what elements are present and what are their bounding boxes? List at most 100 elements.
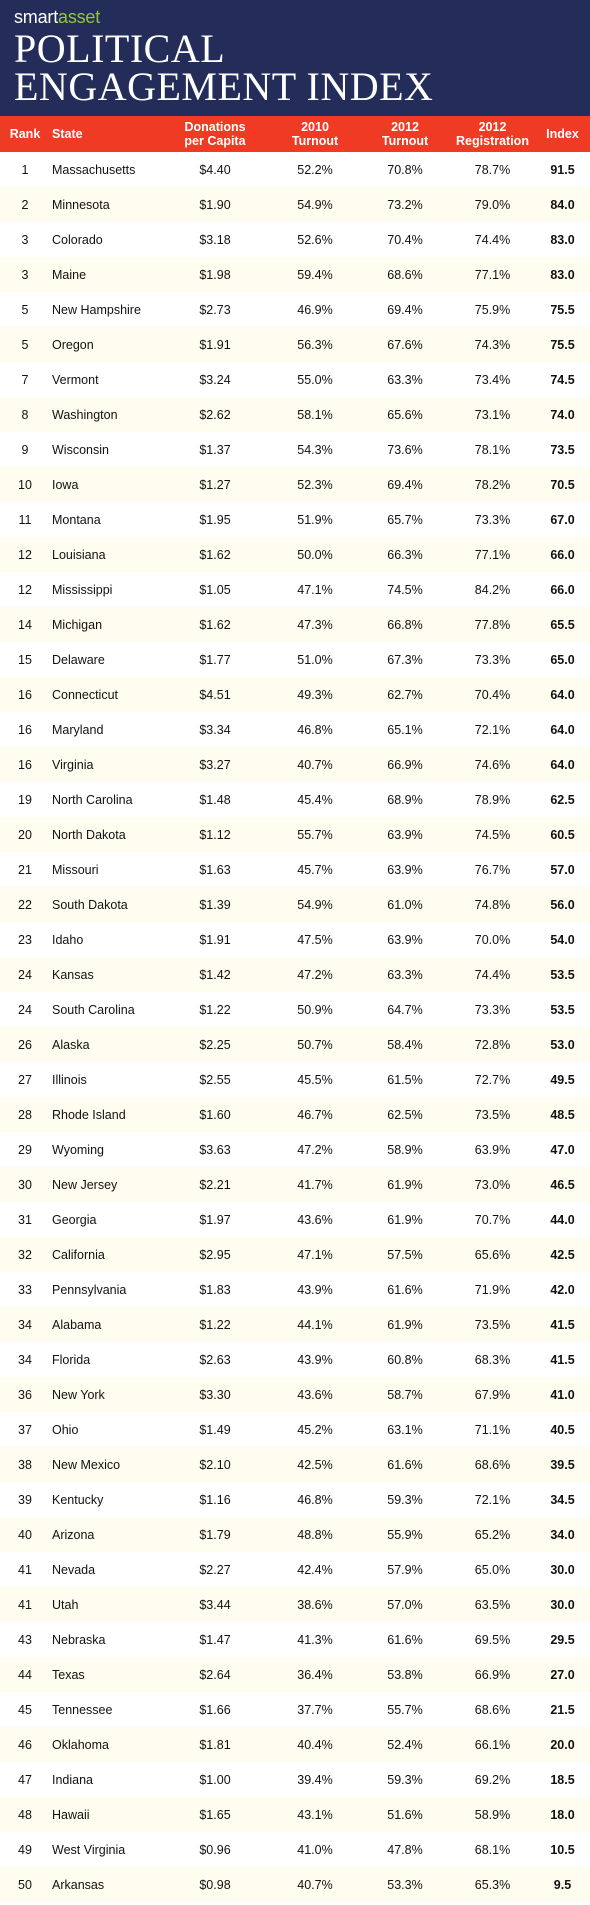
cell-rank: 16 — [18, 687, 32, 702]
cell-turnout-2010: 51.9% — [297, 512, 333, 527]
table-row: 31 Georgia $1.97 43.6% 61.9% 70.7% 44.0 — [0, 1202, 590, 1237]
cell-turnout-2010: 50.7% — [297, 1037, 333, 1052]
cell-rank: 3 — [21, 267, 29, 282]
cell-donations: $1.83 — [199, 1282, 231, 1297]
cell-turnout-2010: 43.6% — [297, 1387, 333, 1402]
cell-index: 60.5 — [550, 827, 575, 842]
column-header-rank: Rank — [0, 127, 50, 141]
cell-donations: $3.63 — [199, 1142, 231, 1157]
cell-turnout-2010: 43.9% — [297, 1282, 333, 1297]
table-row: 2 Minnesota $1.90 54.9% 73.2% 79.0% 84.0 — [0, 187, 590, 222]
cell-state: Minnesota — [52, 197, 110, 212]
cell-turnout-2010: 46.9% — [297, 302, 333, 317]
cell-registration-2012: 77.1% — [474, 267, 511, 282]
cell-rank: 33 — [18, 1282, 32, 1297]
column-header-line2: per Capita — [184, 134, 246, 148]
cell-state: South Dakota — [52, 897, 128, 912]
cell-turnout-2012: 66.9% — [387, 757, 423, 772]
cell-rank: 5 — [21, 337, 29, 352]
table-row: 34 Florida $2.63 43.9% 60.8% 68.3% 41.5 — [0, 1342, 590, 1377]
cell-state: New Hampshire — [52, 302, 141, 317]
cell-state: Georgia — [52, 1212, 97, 1227]
cell-rank: 48 — [18, 1807, 32, 1822]
cell-registration-2012: 65.0% — [474, 1562, 511, 1577]
cell-donations: $2.27 — [199, 1562, 231, 1577]
cell-registration-2012: 78.7% — [474, 162, 511, 177]
cell-index: 64.0 — [550, 757, 575, 772]
cell-registration-2012: 69.2% — [474, 1772, 511, 1787]
cell-state: Oklahoma — [52, 1737, 109, 1752]
cell-index: 18.0 — [550, 1807, 575, 1822]
table-row: 32 California $2.95 47.1% 57.5% 65.6% 42.5 — [0, 1237, 590, 1272]
cell-turnout-2012: 59.3% — [387, 1772, 423, 1787]
cell-turnout-2012: 69.4% — [387, 477, 423, 492]
cell-donations: $1.12 — [199, 827, 231, 842]
page-title-line1: POLITICAL — [14, 26, 226, 71]
cell-donations: $1.81 — [199, 1737, 231, 1752]
table-row: 33 Pennsylvania $1.83 43.9% 61.6% 71.9% 42.0 — [0, 1272, 590, 1307]
table-row: 47 Indiana $1.00 39.4% 59.3% 69.2% 18.5 — [0, 1762, 590, 1797]
column-header-line1: Rank — [9, 127, 41, 141]
cell-index: 34.0 — [550, 1527, 575, 1542]
cell-turnout-2012: 68.9% — [387, 792, 423, 807]
cell-index: 34.5 — [550, 1492, 575, 1507]
cell-turnout-2010: 45.5% — [297, 1072, 333, 1087]
cell-state: New York — [52, 1387, 105, 1402]
cell-donations: $3.30 — [199, 1387, 231, 1402]
cell-donations: $1.00 — [199, 1772, 231, 1787]
table-row: 29 Wyoming $3.63 47.2% 58.9% 63.9% 47.0 — [0, 1132, 590, 1167]
cell-rank: 20 — [18, 827, 32, 842]
cell-donations: $1.62 — [199, 617, 231, 632]
cell-donations: $1.66 — [199, 1702, 231, 1717]
cell-turnout-2012: 67.6% — [387, 337, 423, 352]
cell-turnout-2010: 58.1% — [297, 407, 333, 422]
cell-turnout-2010: 56.3% — [297, 337, 333, 352]
table-row: 23 Idaho $1.91 47.5% 63.9% 70.0% 54.0 — [0, 922, 590, 957]
cell-state: New Mexico — [52, 1457, 121, 1472]
cell-index: 39.5 — [550, 1457, 575, 1472]
cell-rank: 26 — [18, 1037, 32, 1052]
header: smartasset POLITICAL ENGAGEMENT INDEX — [0, 0, 590, 116]
cell-state: Florida — [52, 1352, 91, 1367]
cell-registration-2012: 71.1% — [474, 1422, 511, 1437]
table-row: 34 Alabama $1.22 44.1% 61.9% 73.5% 41.5 — [0, 1307, 590, 1342]
cell-state: West Virginia — [52, 1842, 126, 1857]
cell-registration-2012: 73.1% — [474, 407, 511, 422]
cell-turnout-2010: 59.4% — [297, 267, 333, 282]
cell-donations: $1.22 — [199, 1002, 231, 1017]
cell-registration-2012: 63.9% — [474, 1142, 511, 1157]
cell-index: 64.0 — [550, 722, 575, 737]
cell-index: 74.5 — [550, 372, 575, 387]
table-row: 30 New Jersey $2.21 41.7% 61.9% 73.0% 46.5 — [0, 1167, 590, 1202]
cell-registration-2012: 75.9% — [474, 302, 511, 317]
cell-rank: 40 — [18, 1527, 32, 1542]
cell-state: Texas — [52, 1667, 85, 1682]
cell-turnout-2010: 46.7% — [297, 1107, 333, 1122]
cell-registration-2012: 71.9% — [474, 1282, 511, 1297]
column-header-index: Index — [535, 127, 590, 141]
cell-rank: 19 — [18, 792, 32, 807]
column-header-line1: 2012 — [391, 120, 419, 134]
cell-index: 67.0 — [550, 512, 575, 527]
cell-registration-2012: 79.0% — [474, 197, 511, 212]
cell-index: 75.5 — [550, 302, 575, 317]
cell-donations: $1.47 — [199, 1632, 231, 1647]
cell-turnout-2010: 50.9% — [297, 1002, 333, 1017]
brand-logo-part1: smart — [14, 7, 59, 27]
cell-state: Wisconsin — [52, 442, 109, 457]
table-row: 44 Texas $2.64 36.4% 53.8% 66.9% 27.0 — [0, 1657, 590, 1692]
table-row: 45 Tennessee $1.66 37.7% 55.7% 68.6% 21.5 — [0, 1692, 590, 1727]
cell-registration-2012: 74.4% — [474, 967, 511, 982]
cell-index: 41.5 — [550, 1317, 575, 1332]
cell-state: Delaware — [52, 652, 105, 667]
cell-registration-2012: 70.4% — [474, 687, 511, 702]
cell-index: 27.0 — [550, 1667, 575, 1682]
cell-turnout-2012: 61.6% — [387, 1282, 423, 1297]
table-row: 24 South Carolina $1.22 50.9% 64.7% 73.3% 53.5 — [0, 992, 590, 1027]
table-row: 16 Virginia $3.27 40.7% 66.9% 74.6% 64.0 — [0, 747, 590, 782]
cell-index: 62.5 — [550, 792, 575, 807]
cell-state: Montana — [52, 512, 101, 527]
cell-turnout-2012: 73.2% — [387, 197, 423, 212]
cell-registration-2012: 74.4% — [474, 232, 511, 247]
cell-turnout-2010: 47.3% — [297, 617, 333, 632]
